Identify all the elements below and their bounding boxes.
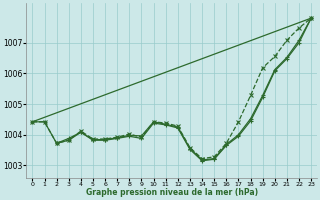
X-axis label: Graphe pression niveau de la mer (hPa): Graphe pression niveau de la mer (hPa) [86,188,258,197]
